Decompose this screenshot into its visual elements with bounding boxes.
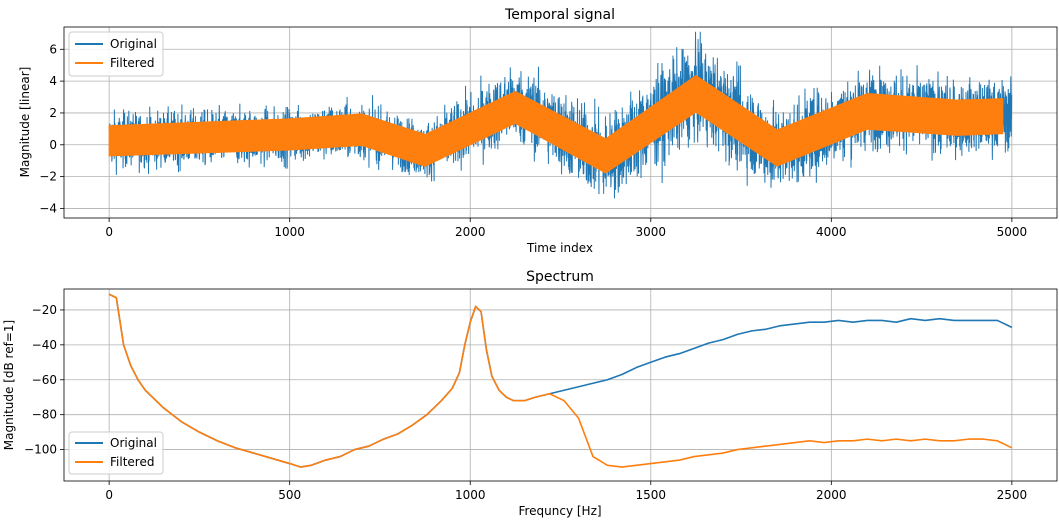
- temporal-ytick-label: 0: [49, 138, 57, 152]
- temporal-legend-label-original: Original: [110, 37, 157, 51]
- spectrum-panel: 0 500 1000 1500 2000 2500 −100 −80 −60 −40 −20 Spe…: [2, 269, 1058, 518]
- spectrum-xlabel: Frequncy [Hz]: [518, 504, 601, 518]
- spectrum-legend-label-original: Original: [110, 436, 157, 450]
- temporal-legend-label-filtered: Filtered: [110, 56, 154, 70]
- temporal-title: Temporal signal: [504, 7, 615, 23]
- temporal-axes-frame: [63, 26, 1058, 219]
- spectrum-ticks: 0 500 1000 1500 2000 2500 −100 −80 −60 −40 −20: [24, 303, 1027, 502]
- spectrum-ytick-label: −80: [32, 408, 57, 422]
- spectrum-plot-area: [108, 293, 1013, 468]
- temporal-ytick-label: 4: [49, 74, 57, 88]
- temporal-ytick-label: −2: [39, 170, 57, 184]
- temporal-xtick-label: 0: [105, 225, 113, 239]
- spectrum-series-filtered: [108, 293, 1013, 468]
- temporal-xtick-label: 5000: [997, 225, 1028, 239]
- spectrum-legend: Original Filtered: [68, 431, 164, 475]
- spectrum-axes-frame: [63, 288, 1058, 482]
- temporal-xlabel: Time index: [526, 241, 593, 255]
- spectrum-xtick-label: 2000: [816, 488, 847, 502]
- temporal-ticks: 0 1000 2000 3000 4000 5000 −4 −2 0 2 4 6: [39, 42, 1027, 239]
- spectrum-legend-label-filtered: Filtered: [110, 455, 154, 469]
- temporal-xtick-label: 4000: [816, 225, 847, 239]
- temporal-ytick-label: −4: [39, 201, 57, 215]
- temporal-series-filtered: [108, 74, 1004, 174]
- spectrum-xtick-label: 1000: [455, 488, 486, 502]
- spectrum-xtick-label: 1500: [635, 488, 666, 502]
- spectrum-grid: [64, 289, 1057, 481]
- temporal-ytick-label: 2: [49, 106, 57, 120]
- spectrum-xtick-label: 0: [105, 488, 113, 502]
- temporal-ylabel: Magnitude [linear]: [18, 67, 32, 178]
- spectrum-ytick-label: −60: [32, 373, 57, 387]
- temporal-xtick-label: 2000: [455, 225, 486, 239]
- spectrum-ylabel: Magnitude [dB ref=1]: [2, 320, 16, 450]
- spectrum-ytick-label: −40: [32, 338, 57, 352]
- temporal-ytick-label: 6: [49, 42, 57, 56]
- spectrum-xtick-label: 2500: [997, 488, 1028, 502]
- spectrum-title: Spectrum: [526, 269, 594, 285]
- temporal-signal-panel: 0 1000 2000 3000 4000 5000 −4 −2 0 2 4 6 Temporal s…: [18, 7, 1058, 255]
- temporal-xtick-label: 3000: [635, 225, 666, 239]
- spectrum-ytick-label: −100: [24, 443, 57, 457]
- temporal-legend: Original Filtered: [68, 31, 164, 77]
- spectrum-xtick-label: 500: [278, 488, 301, 502]
- temporal-plot-area: [108, 31, 1013, 199]
- spectrum-series-original: [108, 293, 1013, 468]
- spectrum-ytick-label: −20: [32, 303, 57, 317]
- temporal-xtick-label: 1000: [274, 225, 305, 239]
